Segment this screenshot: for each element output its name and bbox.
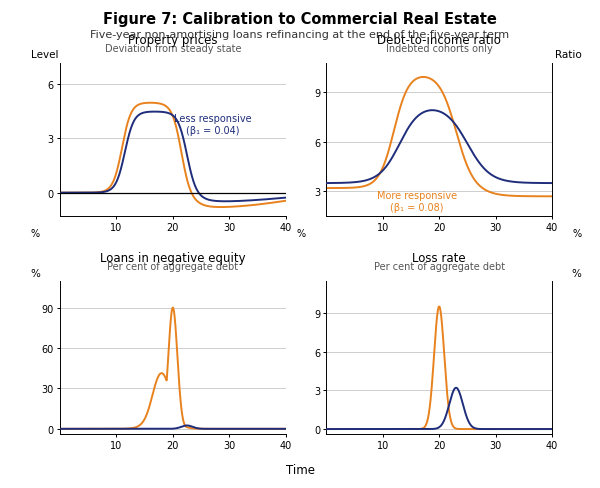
Text: Time: Time: [286, 463, 314, 476]
Text: Figure 7: Calibration to Commercial Real Estate: Figure 7: Calibration to Commercial Real…: [103, 12, 497, 27]
Text: Less responsive
(β₁ = 0.04): Less responsive (β₁ = 0.04): [173, 114, 251, 136]
Text: %: %: [571, 268, 581, 278]
Text: Per cent of aggregate debt: Per cent of aggregate debt: [107, 261, 238, 271]
Title: Debt-to-income ratio: Debt-to-income ratio: [377, 34, 501, 47]
Text: Per cent of aggregate debt: Per cent of aggregate debt: [374, 261, 505, 271]
Text: %: %: [297, 229, 306, 239]
Text: Deviation from steady state: Deviation from steady state: [104, 43, 241, 54]
Text: More responsive
(β₁ = 0.08): More responsive (β₁ = 0.08): [377, 191, 457, 213]
Title: Loss rate: Loss rate: [412, 252, 466, 264]
Text: %: %: [31, 268, 41, 278]
Text: Ratio: Ratio: [554, 50, 581, 61]
Text: Level: Level: [31, 50, 58, 61]
Text: Five-year non-amortising loans refinancing at the end of the five-year term: Five-year non-amortising loans refinanci…: [91, 30, 509, 40]
Text: Indebted cohorts only: Indebted cohorts only: [386, 43, 493, 54]
Title: Property prices: Property prices: [128, 34, 218, 47]
Text: %: %: [572, 229, 581, 239]
Text: %: %: [31, 229, 40, 239]
Title: Loans in negative equity: Loans in negative equity: [100, 252, 245, 264]
